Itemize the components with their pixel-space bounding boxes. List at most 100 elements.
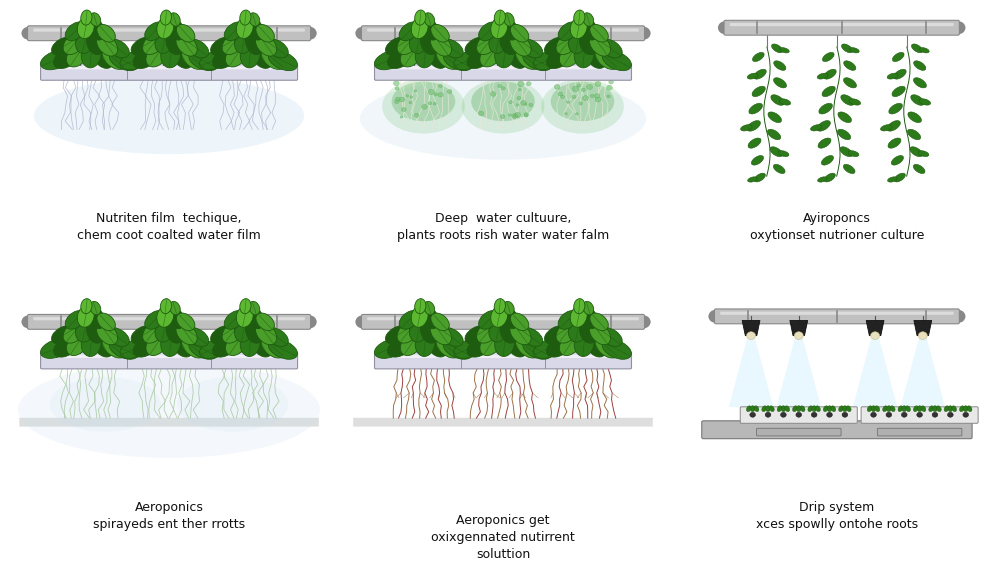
Ellipse shape: [887, 73, 898, 79]
Circle shape: [901, 412, 907, 417]
Ellipse shape: [952, 406, 957, 412]
Text: Nutriten film  techique,
chem coot coalted water film: Nutriten film techique, chem coot coalte…: [77, 212, 261, 242]
Ellipse shape: [891, 156, 903, 165]
Circle shape: [564, 113, 567, 115]
Text: Ayiroponcs
oxytionset nutrioner culture: Ayiroponcs oxytionset nutrioner culture: [749, 212, 925, 242]
Ellipse shape: [160, 298, 171, 314]
Circle shape: [566, 101, 569, 104]
FancyBboxPatch shape: [33, 317, 305, 320]
Ellipse shape: [489, 318, 508, 342]
Circle shape: [409, 96, 412, 98]
Ellipse shape: [477, 32, 499, 55]
Ellipse shape: [778, 406, 782, 412]
Ellipse shape: [774, 164, 785, 174]
Ellipse shape: [89, 308, 105, 329]
Ellipse shape: [143, 32, 165, 55]
Ellipse shape: [166, 319, 185, 343]
Ellipse shape: [415, 329, 435, 356]
Ellipse shape: [467, 336, 493, 357]
Circle shape: [429, 89, 435, 95]
Ellipse shape: [97, 313, 116, 331]
Ellipse shape: [839, 406, 843, 412]
Circle shape: [554, 85, 560, 89]
Ellipse shape: [480, 44, 502, 67]
Ellipse shape: [516, 337, 540, 358]
Ellipse shape: [821, 156, 834, 165]
Ellipse shape: [374, 50, 405, 70]
Ellipse shape: [752, 52, 765, 62]
FancyBboxPatch shape: [43, 66, 295, 70]
Ellipse shape: [172, 332, 193, 357]
Ellipse shape: [768, 112, 782, 122]
Ellipse shape: [770, 406, 775, 412]
Circle shape: [516, 104, 519, 106]
Ellipse shape: [841, 95, 854, 105]
Circle shape: [796, 412, 802, 417]
Ellipse shape: [888, 138, 901, 148]
Ellipse shape: [556, 32, 578, 55]
Ellipse shape: [169, 301, 180, 315]
Circle shape: [414, 113, 418, 117]
Ellipse shape: [222, 32, 244, 55]
Ellipse shape: [431, 25, 450, 42]
Ellipse shape: [596, 48, 620, 70]
FancyBboxPatch shape: [40, 352, 298, 369]
Ellipse shape: [110, 339, 139, 359]
Polygon shape: [900, 336, 945, 407]
FancyBboxPatch shape: [27, 26, 311, 41]
Ellipse shape: [603, 51, 632, 71]
Ellipse shape: [161, 41, 181, 68]
Circle shape: [595, 82, 601, 86]
Circle shape: [21, 315, 37, 328]
FancyBboxPatch shape: [720, 312, 954, 315]
Ellipse shape: [245, 30, 265, 55]
Ellipse shape: [53, 336, 79, 357]
FancyBboxPatch shape: [361, 26, 645, 41]
Circle shape: [21, 26, 37, 40]
Ellipse shape: [225, 332, 247, 355]
Ellipse shape: [944, 406, 949, 412]
Ellipse shape: [558, 310, 578, 329]
Ellipse shape: [887, 121, 900, 131]
Circle shape: [870, 412, 876, 417]
Ellipse shape: [81, 329, 101, 356]
FancyBboxPatch shape: [877, 428, 962, 436]
Ellipse shape: [824, 173, 835, 182]
Ellipse shape: [87, 30, 106, 55]
Ellipse shape: [817, 73, 828, 79]
Ellipse shape: [933, 406, 938, 412]
Circle shape: [572, 95, 576, 99]
Ellipse shape: [155, 318, 174, 342]
Circle shape: [558, 92, 562, 96]
Ellipse shape: [579, 319, 599, 343]
Ellipse shape: [811, 125, 822, 131]
Ellipse shape: [837, 129, 851, 140]
Ellipse shape: [523, 51, 552, 71]
Ellipse shape: [766, 406, 771, 412]
Circle shape: [429, 102, 432, 105]
Circle shape: [355, 26, 371, 40]
Ellipse shape: [740, 125, 752, 131]
Ellipse shape: [500, 30, 519, 55]
Circle shape: [518, 89, 521, 91]
Ellipse shape: [918, 151, 929, 156]
Ellipse shape: [838, 112, 851, 122]
Ellipse shape: [477, 321, 499, 343]
Ellipse shape: [440, 328, 463, 346]
Circle shape: [400, 116, 402, 118]
Ellipse shape: [558, 22, 578, 41]
Ellipse shape: [245, 319, 265, 343]
Ellipse shape: [120, 50, 151, 70]
Ellipse shape: [780, 48, 790, 53]
Ellipse shape: [581, 19, 598, 40]
Ellipse shape: [269, 51, 298, 71]
Ellipse shape: [239, 10, 250, 25]
Ellipse shape: [234, 318, 254, 342]
Ellipse shape: [189, 339, 218, 359]
FancyBboxPatch shape: [757, 428, 841, 436]
Ellipse shape: [782, 406, 786, 412]
Text: Drip system
xces spowlly ontohe roots: Drip system xces spowlly ontohe roots: [756, 500, 918, 531]
Ellipse shape: [90, 301, 101, 315]
Circle shape: [918, 332, 928, 339]
Circle shape: [586, 85, 593, 90]
